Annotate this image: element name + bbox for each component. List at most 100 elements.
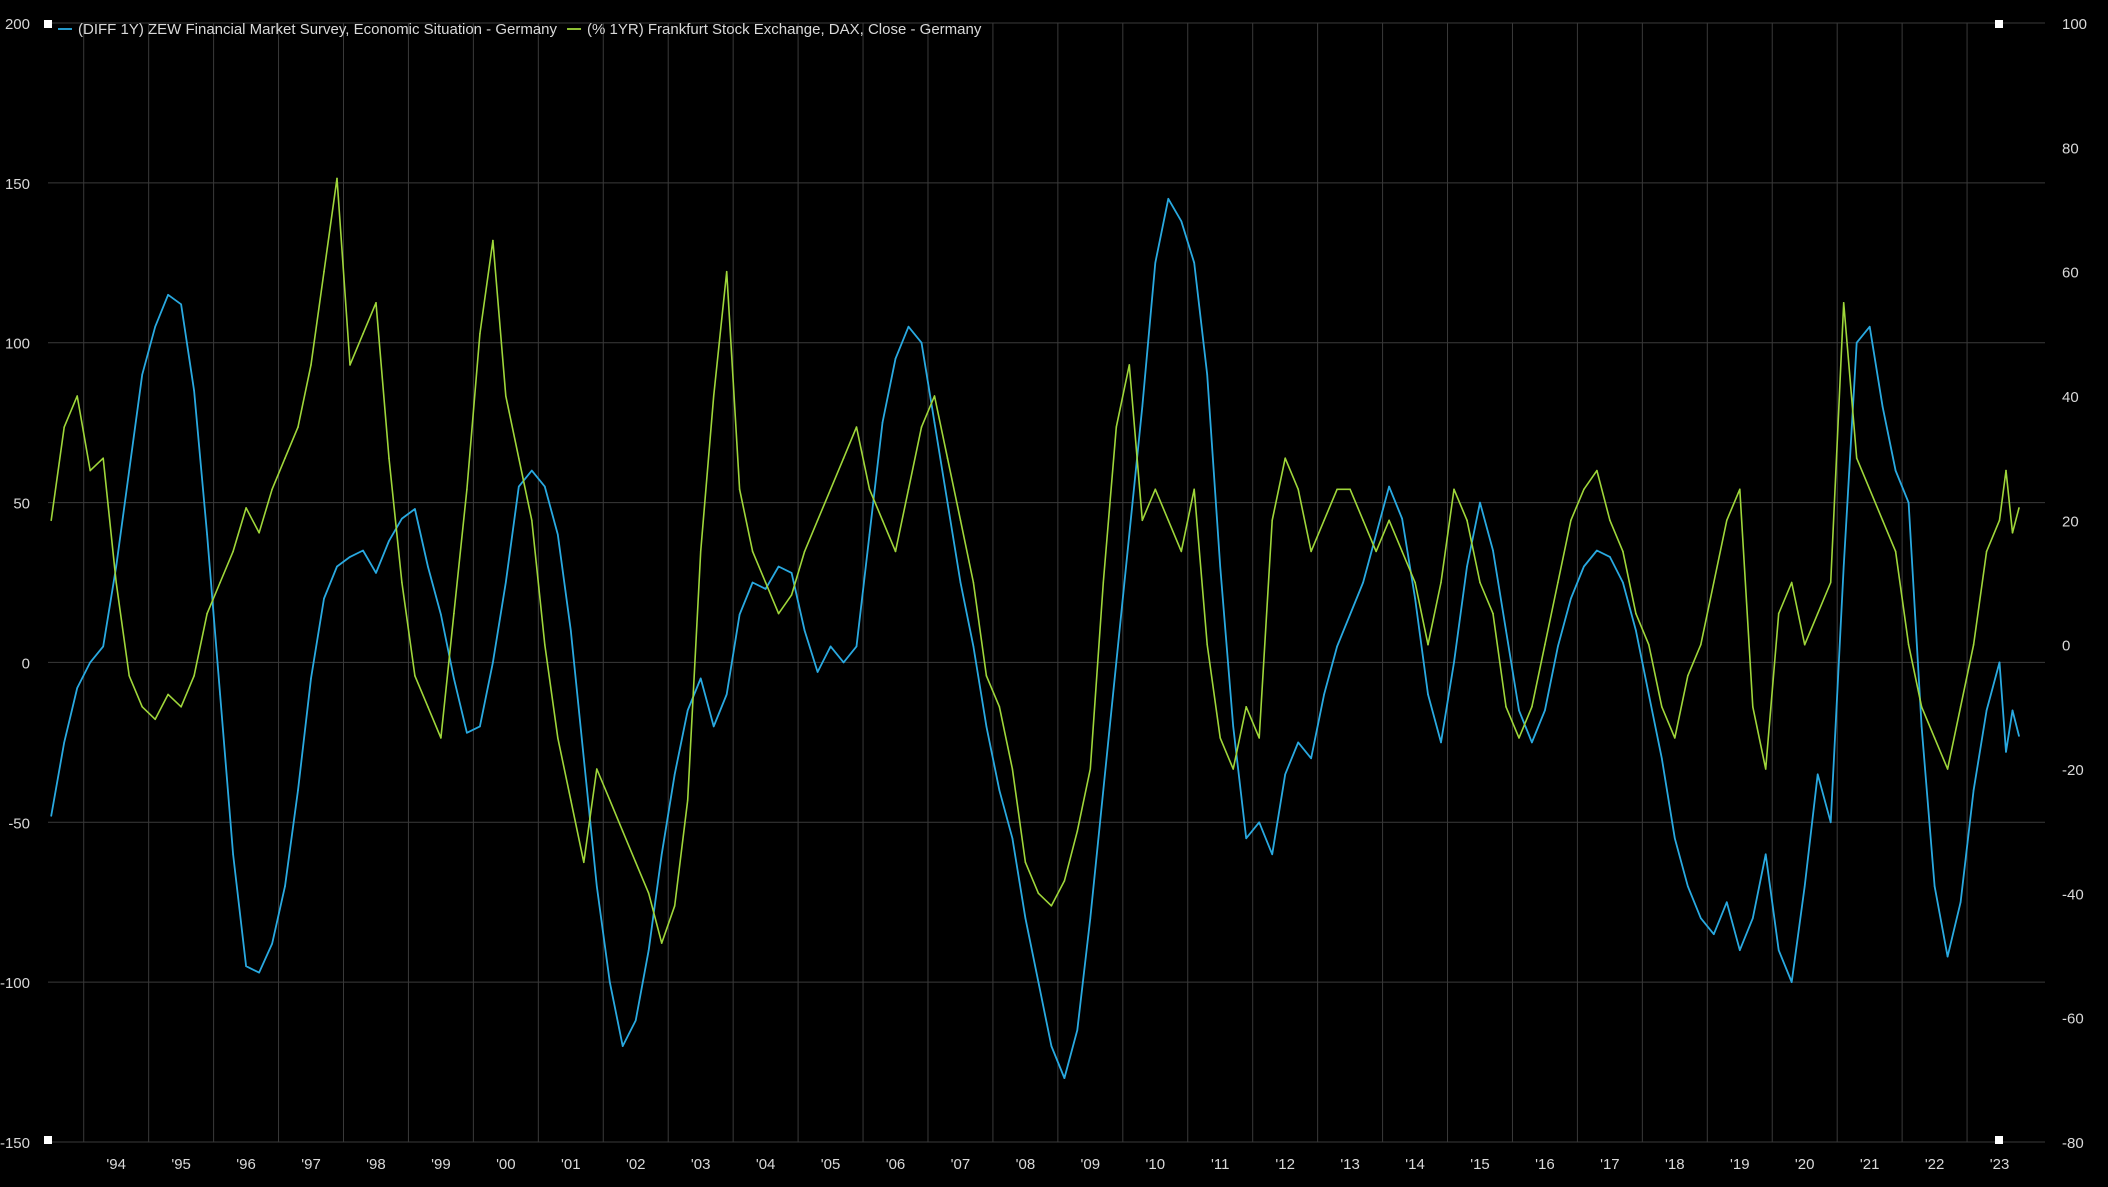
dax-point xyxy=(1258,737,1260,739)
zew-point xyxy=(1557,645,1559,648)
dax-point xyxy=(946,457,949,460)
dax-point xyxy=(1466,519,1468,522)
right-tick-label: 20 xyxy=(2062,513,2079,530)
left-tick-label: -50 xyxy=(8,815,30,832)
dax-point xyxy=(829,488,832,491)
dax-point xyxy=(1245,706,1247,708)
zew-point xyxy=(1739,949,1741,951)
dax-point xyxy=(998,706,1001,708)
x-tick-label: '09 xyxy=(1081,1156,1101,1173)
zew-point xyxy=(1790,981,1793,983)
dax-point xyxy=(1985,550,1988,553)
x-tick-label: '12 xyxy=(1275,1156,1295,1173)
dax-point xyxy=(414,675,416,677)
handle-bottom-left[interactable] xyxy=(44,1136,52,1144)
dax-point xyxy=(959,519,962,522)
dax-point xyxy=(907,488,910,491)
zew-point xyxy=(907,325,910,328)
zew-point xyxy=(1375,533,1377,536)
zew-point xyxy=(206,533,208,536)
left-tick-label: 0 xyxy=(22,655,30,672)
zew-point xyxy=(1258,821,1260,824)
dax-point xyxy=(89,469,91,472)
zew-legend-label: (DIFF 1Y) ZEW Financial Market Survey, E… xyxy=(78,21,558,38)
zew-point xyxy=(1050,1045,1053,1047)
dax-point xyxy=(647,892,650,895)
dax-point xyxy=(1037,892,1040,895)
resize-handles[interactable] xyxy=(44,20,2003,1144)
dax-point xyxy=(1661,706,1663,708)
dax-point xyxy=(479,333,481,335)
zew-point xyxy=(1687,885,1689,887)
x-tick-label: '02 xyxy=(626,1156,646,1173)
dax-point xyxy=(842,457,845,460)
dax-point xyxy=(466,488,468,491)
zew-point xyxy=(1868,325,1871,328)
zew-point xyxy=(1284,773,1286,776)
zew-point xyxy=(258,971,260,974)
zew-point xyxy=(1881,405,1884,408)
dax-point xyxy=(1752,706,1754,708)
zew-point xyxy=(725,693,728,696)
dax-point xyxy=(1518,737,1520,739)
zew-point xyxy=(777,565,780,568)
dax-point xyxy=(63,426,65,428)
zew-point xyxy=(1128,533,1131,536)
zew-point xyxy=(414,508,416,510)
dax-point xyxy=(868,488,871,491)
zew-point xyxy=(1635,629,1637,632)
x-tick-label: '94 xyxy=(106,1156,126,1173)
dax-point xyxy=(738,488,741,491)
zew-point xyxy=(1713,933,1715,935)
zew-point xyxy=(933,421,936,424)
dax-point xyxy=(1920,706,1923,708)
dax-point xyxy=(1115,426,1118,428)
dax-point xyxy=(1713,581,1715,584)
zew-point xyxy=(816,671,819,673)
dax-point xyxy=(1557,581,1559,584)
zew-point xyxy=(855,645,858,648)
dax-point xyxy=(388,457,390,460)
handle-top-right[interactable] xyxy=(1995,20,2003,28)
x-tick-label: '21 xyxy=(1860,1156,1880,1173)
dax-point xyxy=(1180,550,1183,553)
zew-point xyxy=(375,572,377,574)
zew-point xyxy=(1349,613,1351,616)
left-tick-label: 150 xyxy=(5,176,30,193)
zew-point xyxy=(1648,693,1650,696)
x-tick-label: '95 xyxy=(171,1156,191,1173)
zew-point xyxy=(128,469,130,472)
zew-point xyxy=(1920,725,1923,728)
handle-bottom-right[interactable] xyxy=(1995,1136,2003,1144)
zew-point xyxy=(1998,661,2001,664)
x-axis: '94 '95 '96 '97 '98 '99 '00 '01 '02 '03 '04 '05 '06 '… xyxy=(106,1156,2009,1173)
x-tick-label: '23 xyxy=(1990,1156,2010,1173)
x-tick-label: '03 xyxy=(691,1156,711,1173)
dax-point xyxy=(1102,581,1105,584)
dax-point xyxy=(1024,861,1027,864)
dax-point xyxy=(50,519,52,522)
zew-point xyxy=(427,565,429,568)
dax-point xyxy=(1764,768,1767,770)
dax-point xyxy=(1349,488,1351,491)
right-tick-label: 60 xyxy=(2062,265,2079,282)
zew-point xyxy=(894,357,897,360)
x-tick-label: '96 xyxy=(236,1156,256,1173)
zew-point xyxy=(1816,773,1819,776)
zew-point xyxy=(609,981,611,983)
dax-point xyxy=(1894,550,1897,553)
zew-point xyxy=(232,853,234,856)
dax-point xyxy=(1479,581,1481,584)
zew-point xyxy=(1764,853,1767,856)
dax-point xyxy=(362,333,364,335)
zew-point xyxy=(492,661,494,664)
dax-point xyxy=(1570,519,1572,522)
dax-point xyxy=(154,718,156,721)
handle-top-left[interactable] xyxy=(44,20,52,28)
zew-point xyxy=(1141,405,1144,408)
legend: (DIFF 1Y) ZEW Financial Market Survey, E… xyxy=(58,21,982,38)
zew-point xyxy=(881,421,884,424)
dax-point xyxy=(920,426,923,428)
dax-point xyxy=(1622,550,1624,553)
zew-point xyxy=(1271,853,1273,856)
